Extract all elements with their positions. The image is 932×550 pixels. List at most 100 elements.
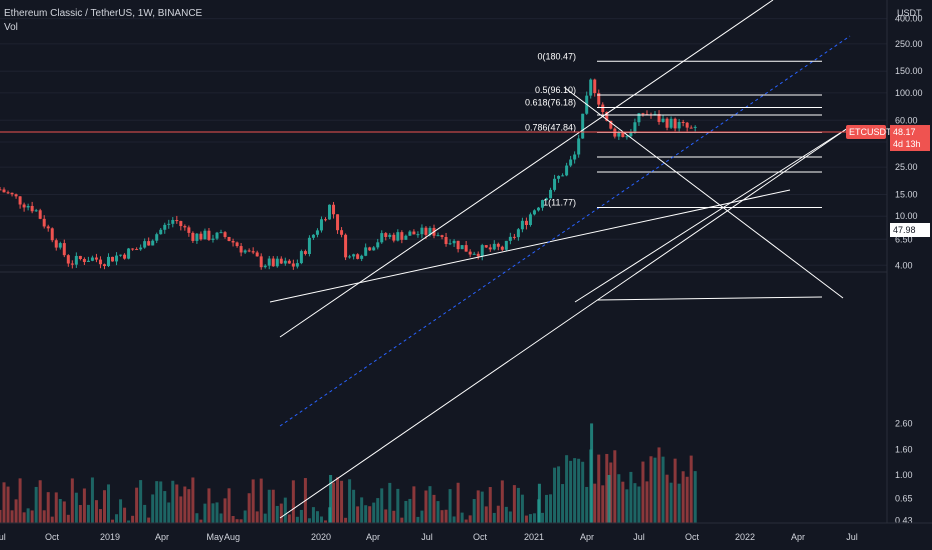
candle-body bbox=[408, 231, 412, 236]
volume-bar bbox=[239, 519, 243, 523]
volume-bar bbox=[46, 492, 50, 523]
candle-body bbox=[348, 256, 352, 258]
volume-bar bbox=[372, 502, 376, 523]
candle-body bbox=[500, 246, 504, 250]
drawn-line bbox=[564, 87, 844, 299]
candle-body bbox=[299, 251, 303, 264]
candle-body bbox=[195, 233, 199, 241]
volume-bar bbox=[416, 516, 420, 523]
candle-body bbox=[440, 235, 444, 237]
volume-bar bbox=[480, 491, 484, 523]
volume-bar bbox=[74, 492, 78, 523]
candle-body bbox=[247, 250, 251, 252]
volume-bar bbox=[348, 479, 352, 523]
x-tick-label: Apr bbox=[791, 532, 805, 542]
candle-body bbox=[693, 126, 697, 128]
candle-body bbox=[332, 204, 336, 215]
volume-bar bbox=[54, 492, 58, 523]
candle-body bbox=[90, 257, 94, 261]
volume-bar bbox=[625, 489, 629, 523]
volume-bar bbox=[223, 498, 227, 523]
candle-body bbox=[681, 122, 685, 124]
y-tick-label: 6.50 bbox=[895, 234, 913, 244]
volume-bar bbox=[50, 516, 54, 523]
x-tick-label: Jul bbox=[0, 532, 6, 542]
volume-bar bbox=[388, 482, 392, 523]
candle-body bbox=[597, 93, 601, 105]
y-tick-label: 250.00 bbox=[895, 39, 923, 49]
candle-body bbox=[22, 204, 26, 208]
volume-bar bbox=[227, 488, 231, 523]
volume-bar bbox=[215, 502, 219, 523]
x-tick-label: Jul bbox=[421, 532, 433, 542]
candle-body bbox=[143, 241, 147, 248]
candle-body bbox=[111, 256, 115, 262]
candle-body bbox=[444, 236, 448, 245]
candle-body bbox=[86, 260, 90, 262]
volume-bar bbox=[456, 482, 460, 523]
candle-body bbox=[352, 254, 356, 257]
candle-body bbox=[328, 204, 332, 220]
candle-body bbox=[557, 175, 561, 179]
candle-body bbox=[412, 231, 416, 235]
y-tick-label: 10.00 bbox=[895, 211, 918, 221]
volume-bar bbox=[102, 490, 106, 523]
volume-bar bbox=[66, 514, 70, 523]
volume-bar bbox=[299, 509, 303, 523]
candle-body bbox=[135, 249, 139, 251]
candle-body bbox=[10, 192, 14, 195]
candle-body bbox=[492, 243, 496, 250]
candle-body bbox=[14, 194, 18, 197]
candle-body bbox=[673, 118, 677, 129]
y-tick-label: 25.00 bbox=[895, 162, 918, 172]
volume-bar bbox=[633, 483, 637, 523]
volume-bar bbox=[641, 461, 645, 523]
volume-bar bbox=[263, 513, 267, 523]
volume-bar bbox=[283, 497, 287, 523]
y-axis-unit: USDT bbox=[897, 8, 922, 18]
volume-bar bbox=[106, 484, 110, 523]
candle-body bbox=[139, 247, 143, 250]
volume-bar bbox=[540, 512, 544, 523]
volume-bar bbox=[203, 503, 207, 523]
x-tick-label: Jul bbox=[633, 532, 645, 542]
symbol-title[interactable]: Ethereum Classic / TetherUS, 1W, BINANCE bbox=[4, 8, 203, 19]
volume-bar bbox=[549, 494, 553, 523]
y-tick-label: 150.00 bbox=[895, 66, 923, 76]
candle-body bbox=[601, 104, 605, 113]
volume-bar bbox=[279, 503, 283, 523]
candle-body bbox=[115, 255, 119, 262]
candle-body bbox=[488, 247, 492, 250]
candle-body bbox=[476, 253, 480, 257]
volume-bar bbox=[179, 496, 183, 523]
volume-bar bbox=[207, 488, 211, 523]
candle-body bbox=[119, 254, 123, 256]
candle-body bbox=[18, 196, 22, 205]
candle-body bbox=[66, 255, 70, 264]
x-tick-label: Oct bbox=[45, 532, 60, 542]
volume-bar bbox=[123, 507, 127, 523]
candle-body bbox=[311, 234, 315, 238]
volume-bar bbox=[127, 520, 131, 523]
volume-bar bbox=[255, 511, 259, 523]
candle-body bbox=[131, 248, 135, 250]
price-tags: ETCUSDT 48.17 4d 13h 47.98 bbox=[846, 125, 930, 237]
candle-body bbox=[464, 245, 468, 252]
volume-bar bbox=[573, 458, 577, 523]
candle-body bbox=[219, 232, 223, 234]
volume-bar bbox=[492, 512, 496, 523]
candle-body bbox=[532, 210, 536, 215]
volume-bar bbox=[412, 486, 416, 523]
volume-bar bbox=[86, 504, 90, 523]
volume-bar bbox=[143, 504, 147, 523]
volume-bar bbox=[653, 457, 657, 523]
volume-spike bbox=[607, 475, 611, 523]
volume-bar bbox=[183, 486, 187, 523]
candle-body bbox=[275, 258, 279, 267]
volume-bar bbox=[496, 505, 500, 523]
volume-bar bbox=[645, 481, 649, 523]
volume-bar bbox=[171, 480, 175, 523]
candle-body bbox=[340, 230, 344, 235]
volume-bar bbox=[569, 460, 573, 523]
